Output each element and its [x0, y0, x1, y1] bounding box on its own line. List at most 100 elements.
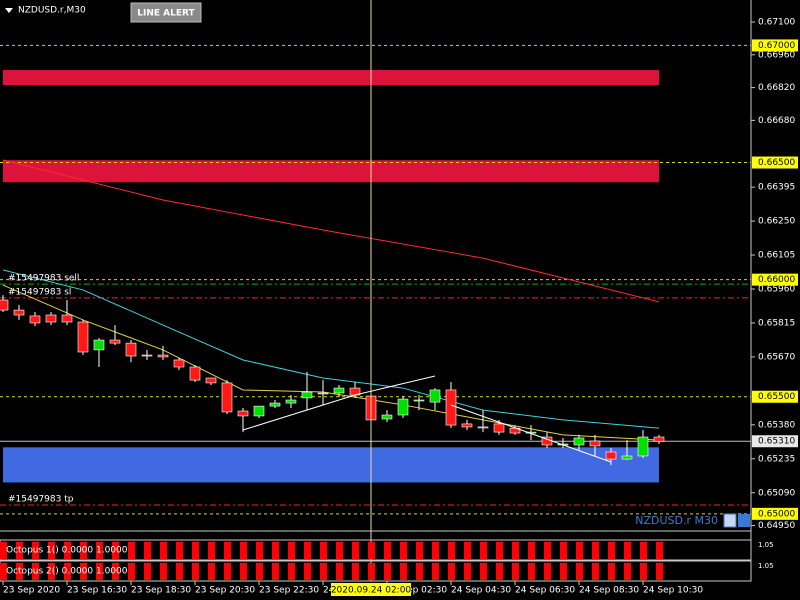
x-tick-label: 23 Sep 16:30: [67, 586, 127, 596]
level-label-box: [752, 39, 798, 52]
subwindow-frame: [0, 539, 752, 561]
candle-body: [445, 389, 457, 426]
line-alert-button-label[interactable]: LINE ALERT: [137, 9, 195, 19]
candle-body: [461, 423, 473, 428]
candle-body: [589, 440, 601, 447]
candle-body: [493, 423, 505, 433]
order-label: #15497983 sell: [8, 274, 79, 284]
histogram-bar: [544, 562, 551, 580]
histogram-bar: [240, 562, 247, 580]
histogram-bar: [272, 562, 279, 580]
candle-body: [413, 399, 425, 402]
histogram-bar: [16, 562, 23, 580]
histogram-bar: [592, 541, 599, 559]
x-tick-label: 23 Sep 20:30: [195, 586, 255, 596]
histogram-bar: [624, 541, 631, 559]
subwindow-label: Octopus 2() 0.0000 1.0000: [6, 567, 128, 577]
histogram-bar: [384, 562, 391, 580]
candle-body: [621, 455, 633, 460]
histogram-bar: [160, 562, 167, 580]
histogram-bar: [96, 562, 103, 580]
level-label: 0.65500: [758, 392, 795, 402]
trend-line: [354, 375, 436, 396]
histogram-bar: [368, 562, 375, 580]
histogram-bar: [320, 562, 327, 580]
y-tick-label: 0.66250: [758, 217, 795, 227]
line-alert-button[interactable]: [130, 2, 202, 23]
histogram-bar: [352, 541, 359, 559]
histogram-bar: [224, 562, 231, 580]
histogram-bar: [608, 562, 615, 580]
histogram-bar: [208, 562, 215, 580]
histogram-bar: [144, 541, 151, 559]
y-tick-label: 0.65090: [758, 488, 795, 498]
histogram-bar: [496, 541, 503, 559]
scroll-icon[interactable]: [723, 513, 737, 528]
histogram-bar: [640, 562, 647, 580]
histogram-bar: [608, 541, 615, 559]
candle-body: [605, 451, 617, 460]
y-tick-label: 0.66395: [758, 183, 795, 193]
histogram-bar: [192, 541, 199, 559]
y-tick-label: 0.65235: [758, 454, 795, 464]
level-label-box: [752, 435, 798, 448]
candle-body: [93, 339, 105, 351]
histogram-bar: [432, 541, 439, 559]
candle-body: [125, 342, 137, 357]
histogram-bar: [224, 541, 231, 559]
subwindow-frame: [0, 560, 752, 582]
order-label: #15497983 sl: [8, 287, 71, 297]
histogram-bar: [256, 562, 263, 580]
histogram-bar: [560, 562, 567, 580]
candle-body: [573, 437, 585, 446]
histogram-bar: [272, 541, 279, 559]
candle-body: [189, 366, 201, 381]
candle-body: [637, 436, 649, 457]
histogram-bar: [384, 541, 391, 559]
candle-body: [157, 354, 169, 358]
histogram-bar: [448, 562, 455, 580]
candle-body: [301, 391, 313, 399]
candle-body: [397, 398, 409, 416]
histogram-bar: [432, 562, 439, 580]
trend-line: [242, 394, 356, 431]
histogram-bar: [336, 562, 343, 580]
candle-body: [653, 436, 665, 442]
histogram-bar: [576, 562, 583, 580]
subwindow-label: Octopus 1() 0.0000 1.0000: [6, 546, 128, 556]
histogram-bar: [240, 541, 247, 559]
menu-triangle[interactable]: [5, 8, 13, 13]
histogram-bar: [464, 541, 471, 559]
candle-body: [45, 314, 57, 323]
histogram-bar: [288, 541, 295, 559]
histogram-bar: [400, 562, 407, 580]
level-label: 0.67000: [758, 41, 795, 51]
sub-y-tick-label: 1.05: [758, 562, 774, 570]
candle-body: [429, 389, 441, 403]
candle-body: [477, 426, 489, 429]
histogram-bar: [48, 541, 55, 559]
histogram-bar: [624, 562, 631, 580]
zone: [3, 447, 659, 483]
histogram-bar: [544, 541, 551, 559]
x-tick-label: 24 Sep 08:30: [579, 586, 639, 596]
level-label-box: [752, 390, 798, 403]
histogram-bar: [592, 562, 599, 580]
x-tick-label: 23 Sep 22:30: [259, 586, 319, 596]
histogram-bar: [208, 541, 215, 559]
scroll-icon[interactable]: [738, 514, 750, 527]
y-tick-label: 0.65960: [758, 285, 795, 295]
histogram-bar: [416, 562, 423, 580]
histogram-bar: [144, 562, 151, 580]
moving-average: [2, 269, 660, 429]
histogram-bar: [256, 541, 263, 559]
histogram-bar: [96, 541, 103, 559]
histogram-bar: [304, 541, 311, 559]
candle-body: [13, 309, 25, 316]
histogram-bar: [528, 562, 535, 580]
candle-body: [269, 402, 281, 407]
y-tick-label: 0.65670: [758, 352, 795, 362]
level-label: 0.65000: [758, 509, 795, 519]
